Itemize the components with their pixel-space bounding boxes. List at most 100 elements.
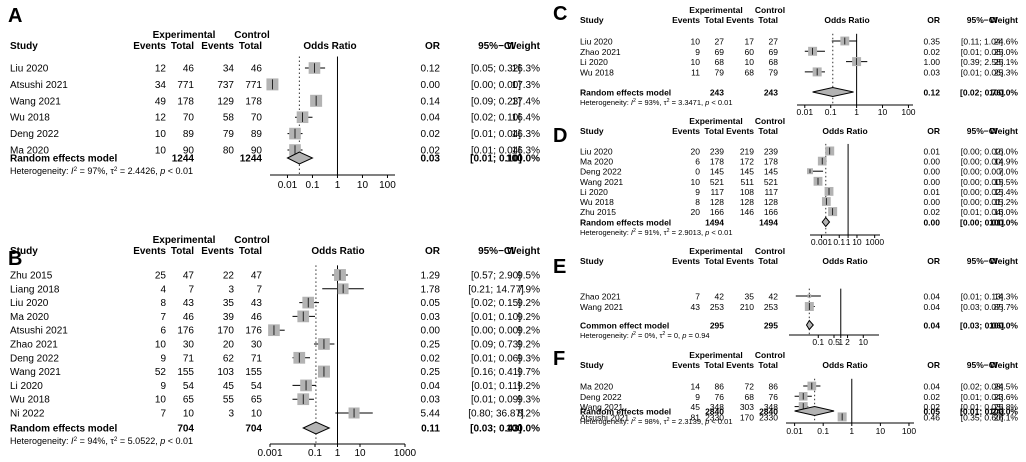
exp-total: 89 [183,129,195,140]
heterogeneity-part: p [159,166,165,176]
exp-events: 81 [691,412,701,422]
exp-total: 178 [177,96,194,107]
ctrl-total: 7 [256,284,262,295]
summary-ci: [0.02; 0.76] [960,88,1004,98]
heterogeneity-part: 2 [667,98,670,104]
header-study: Study [10,41,38,52]
study-name: Atsushi 2021 [580,412,629,422]
header-exp-events: Events [672,15,700,25]
ctrl-events: 20 [223,340,235,351]
heterogeneity-part: = 2.9013, [670,228,706,237]
header-experimental: Experimental [689,350,742,360]
study-row: Li 2020 10 68 10 68 1.00 [0.39; 2.58]25.1% [580,57,1018,67]
exp-total: 65 [183,395,195,406]
study-row: Liu 2020 12 46 34 46 0.12 [0.05; 0.32]16.3% [10,62,540,75]
header-experimental: Experimental [689,5,742,15]
summary-ctrl-total: 295 [764,321,778,331]
heterogeneity-part: 2 [662,331,665,337]
or-value: 0.00 [923,177,940,187]
heterogeneity-part: < 0.01 [709,98,732,107]
header-exp-events: Events [133,246,166,257]
heterogeneity-part: = 0%, τ [636,331,663,340]
exp-total: 117 [710,187,724,197]
exp-total: 166 [710,207,724,217]
header-exp-events: Events [672,126,700,136]
header-or: OR [927,360,940,370]
header-ctrl-total: Total [758,126,778,136]
ctrl-total: 178 [764,157,778,167]
study-row: Liu 2020 8 43 35 43 0.05 [0.02; 0.15]9.2% [10,296,540,309]
header-study: Study [580,256,604,266]
exp-total: 155 [177,367,194,378]
study-name: Liu 2020 [10,298,49,309]
header-exp-events: Events [672,360,700,370]
ctrl-total: 89 [251,129,263,140]
summary-ctrl-total: 243 [764,88,778,98]
heterogeneity-part: 2 [633,228,636,234]
heterogeneity-part: I [631,417,633,426]
study-name: Li 2020 [580,187,608,197]
summary-or: 0.00 [923,218,940,228]
summary-diamond [805,319,814,331]
study-row: Ni 2022 7 10 3 10 5.44 [0.80; 36.87]8.2% [10,407,540,420]
ctrl-events: 68 [745,392,755,402]
study-name: Wang 2021 [580,302,623,312]
ctrl-events: 72 [745,382,755,392]
exp-events: 49 [155,96,167,107]
header-ctrl-events: Events [201,41,234,52]
ctrl-total: 46 [251,312,263,323]
exp-total: 178 [710,157,724,167]
study-name: Wu 2018 [580,197,614,207]
exp-events: 25 [155,271,167,282]
summary-or: 0.11 [421,424,440,435]
or-value: 0.04 [923,302,940,312]
exp-total: 30 [183,340,195,351]
exp-total: 128 [710,197,724,207]
header-control: Control [234,235,270,246]
exp-events: 10 [691,57,701,67]
header-ci: 95%−CI [967,15,997,25]
exp-events: 12 [155,64,167,75]
study-name: Wang 2021 [10,367,61,378]
exp-events: 34 [155,80,167,91]
exp-total: 2330 [705,412,724,422]
heterogeneity-part: p [704,98,709,107]
summary-diamond [821,216,831,228]
x-axis: 0.1 0.51 2 10 [789,334,879,347]
x-axis: 0.01 0.1 1 10 100 [786,422,916,436]
exp-events: 10 [691,37,701,47]
ctrl-total: 253 [764,302,778,312]
weight-value: 9.2% [517,312,540,323]
header-study: Study [10,246,38,257]
exp-total: 42 [715,292,725,302]
weight-value: 25.8% [994,402,1019,412]
study-row: Li 2020 9 54 45 54 0.04 [0.01; 0.11]9.2% [10,379,540,392]
ci-value: [0.00; 0.02] [961,147,1004,157]
summary-weight: 100.0% [506,424,540,435]
summary-ctrl-total: 2840 [759,407,778,417]
x-axis: 0.001 0.1 1 10 1000 [810,234,884,247]
or-value: 0.02 [421,129,441,140]
ctrl-total: 70 [251,113,263,124]
summary-label: Random effects model [580,88,671,98]
summary-diamond [812,86,854,98]
ctrl-total: 69 [769,47,779,57]
study-name: Ma 2020 [10,146,49,157]
summary-weight: 100.0% [989,218,1018,228]
heterogeneity-part: 2 [633,417,636,423]
ctrl-total: 79 [769,67,779,77]
header-ci: 95%−CI [478,41,514,52]
ctrl-total: 65 [251,395,263,406]
ctrl-events: 146 [740,207,754,217]
axis-tick-label: 0.01 [278,180,298,191]
heterogeneity-text: Heterogeneity: I2 = 93%, τ2 = 3.3471, p … [580,98,733,107]
ctrl-events: 170 [740,412,754,422]
exp-events: 10 [691,177,701,187]
summary-weight: 100.0% [989,321,1018,331]
summary-row: Random effects model 243 243 0.12 [0.02; 0.7… [580,86,1018,98]
study-name: Wang 2021 [580,177,623,187]
header-control: Control [755,5,785,15]
header-or: OR [425,41,441,52]
ctrl-events: 737 [217,80,234,91]
